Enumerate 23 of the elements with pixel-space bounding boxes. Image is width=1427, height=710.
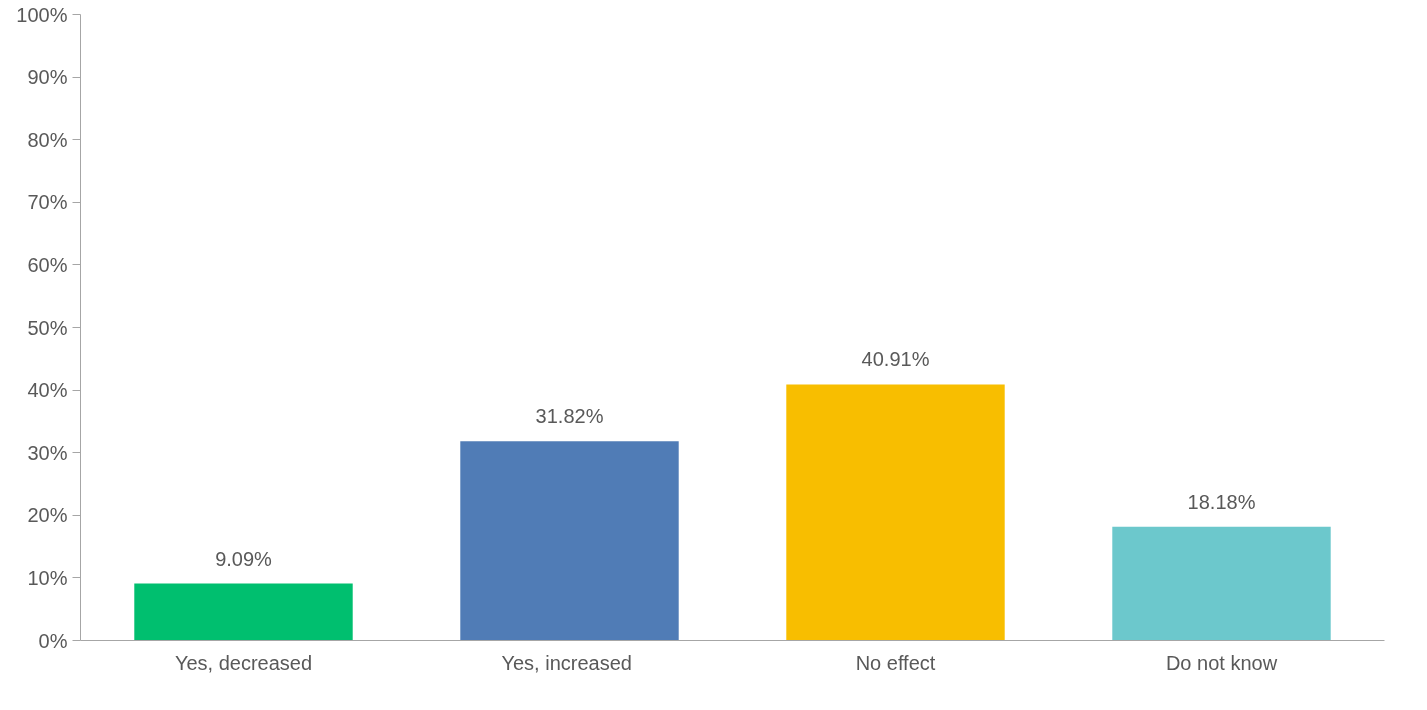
y-tick-label: 0% [38,629,68,652]
y-tick-label: 60% [27,253,68,276]
x-tick-label: Yes, increased [501,651,632,674]
x-tick-label: No effect [855,651,936,674]
bar [460,441,679,641]
y-tick-label: 30% [27,441,68,464]
bar [1112,526,1331,641]
y-tick-label: 70% [27,191,68,214]
bar [134,583,353,641]
data-label: 18.18% [1187,490,1256,513]
y-tick-label: 20% [27,504,68,527]
data-label: 31.82% [535,405,604,428]
data-label: 9.09% [215,547,273,570]
x-tick-label: Do not know [1165,651,1278,674]
y-tick-label: 100% [16,3,68,26]
y-tick-label: 10% [27,566,68,589]
x-tick-label: Yes, decreased [174,651,313,674]
y-tick-label: 90% [27,66,68,89]
bar [786,384,1005,641]
data-label: 40.91% [861,348,930,371]
y-tick-label: 80% [27,128,68,151]
y-tick-label: 50% [27,316,68,339]
y-tick-label: 40% [27,379,68,402]
